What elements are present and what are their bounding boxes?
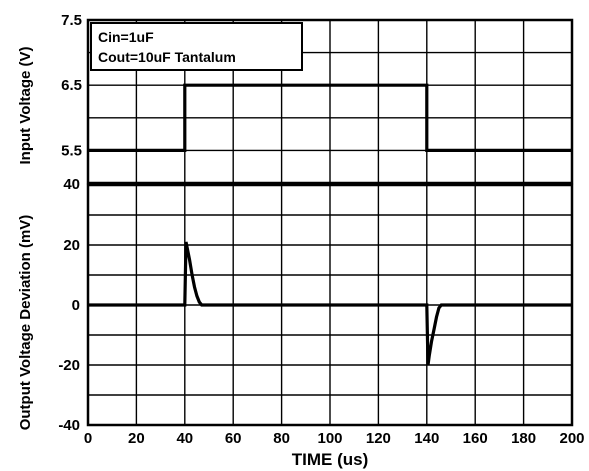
- top-y-axis-label: Input Voltage (V): [17, 46, 34, 164]
- top-y-tick-label: 5.5: [61, 142, 82, 159]
- legend-line-cin: Cin=1uF: [98, 29, 154, 45]
- bottom-y-tick-label: -20: [58, 357, 80, 374]
- x-axis-label: TIME (us): [292, 450, 369, 469]
- x-tick-label: 180: [511, 430, 536, 447]
- legend-box: [90, 22, 303, 71]
- legend-line-cout: Cout=10uF Tantalum: [98, 49, 236, 65]
- bottom-y-tick-label: 0: [72, 297, 80, 314]
- x-tick-label: 100: [317, 430, 342, 447]
- x-tick-label: 160: [463, 430, 488, 447]
- x-tick-label: 140: [414, 430, 439, 447]
- x-tick-label: 200: [559, 430, 584, 447]
- x-tick-label: 0: [84, 430, 92, 447]
- x-tick-label: 40: [176, 430, 193, 447]
- output-deviation-line: [88, 241, 572, 366]
- top-y-tick-label: 6.5: [61, 77, 82, 94]
- bottom-y-axis-label: Output Voltage Deviation (mV): [17, 215, 34, 431]
- x-tick-label: 80: [273, 430, 290, 447]
- x-tick-label: 120: [366, 430, 391, 447]
- bottom-y-tick-label: -40: [58, 417, 80, 434]
- top-plot-frame: [86, 18, 574, 185]
- top-y-tick-label: 7.5: [61, 12, 82, 29]
- bottom-y-tick-label: 40: [63, 176, 80, 193]
- bottom-y-tick-label: 20: [63, 237, 80, 254]
- input-voltage-line: [88, 83, 572, 152]
- x-tick-label: 20: [128, 430, 145, 447]
- x-tick-label: 60: [225, 430, 242, 447]
